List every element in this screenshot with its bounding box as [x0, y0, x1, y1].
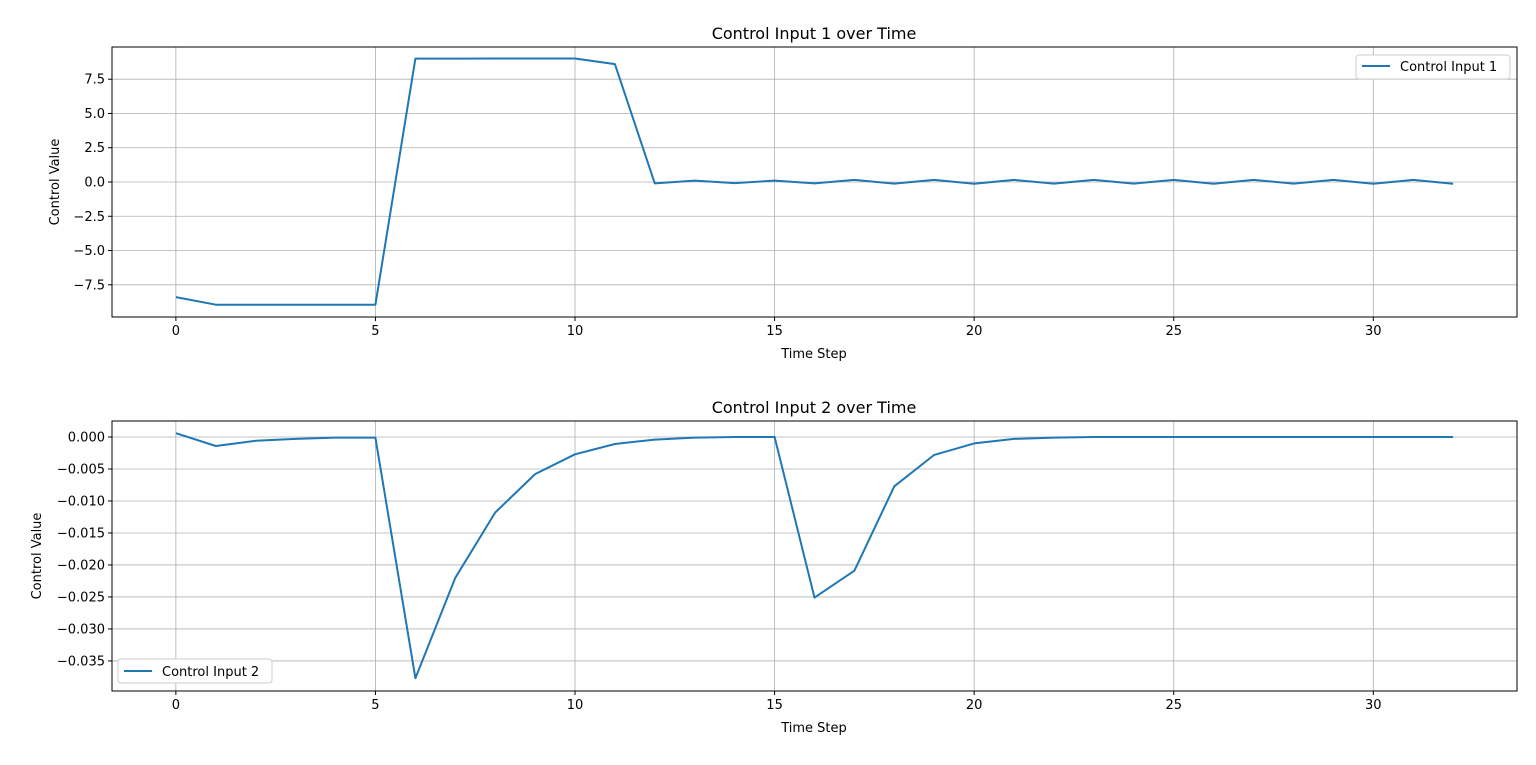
chart-2-y-tick-label: −0.035: [57, 654, 105, 669]
chart-1-y-tick-label: 2.5: [84, 141, 105, 156]
chart-1-x-tick-label: 20: [966, 324, 983, 339]
chart-2-line-layer: [175, 432, 1454, 680]
chart-1-y-tick-label: −5.0: [73, 244, 105, 259]
chart-1-y-ticks: −7.5 −5.0 −2.5 0.0 2.5 5.0 7.5: [73, 73, 112, 293]
chart-2-x-tick-label: 30: [1365, 698, 1382, 713]
chart-2-x-tick-label: 15: [766, 698, 783, 713]
chart-control-input-1: Control Input 1 over Time 0 5 10 15 20 25 30 −…: [48, 24, 1518, 362]
chart-2-plot-frame: [111, 420, 1518, 692]
chart-1-x-ticks: 0 5 10 15 20 25 30: [172, 317, 1382, 339]
chart-1-x-tick-label: 30: [1365, 324, 1382, 339]
chart-2-y-tick-label: −0.020: [57, 558, 105, 573]
chart-1-legend: Control Input 1: [1355, 54, 1511, 80]
chart-2-grid: [112, 421, 1517, 691]
chart-2-x-axis-label: Time Step: [780, 721, 847, 736]
chart-2-y-axis-label: Control Value: [30, 513, 45, 600]
chart-1-y-tick-label: 5.0: [84, 107, 105, 122]
chart-1-x-tick-label: 0: [172, 324, 180, 339]
chart-2-x-tick-label: 5: [371, 698, 379, 713]
chart-1-x-tick-label: 15: [766, 324, 783, 339]
chart-1-legend-label: Control Input 1: [1400, 60, 1497, 75]
chart-2-x-tick-label: 20: [966, 698, 983, 713]
chart-2-y-tick-label: −0.025: [57, 590, 105, 605]
chart-1-y-tick-label: −7.5: [73, 278, 105, 293]
chart-1-y-tick-label: −2.5: [73, 210, 105, 225]
chart-2-y-tick-label: −0.015: [57, 526, 105, 541]
chart-1-x-tick-label: 25: [1165, 324, 1182, 339]
chart-2-x-tick-label: 25: [1165, 698, 1182, 713]
chart-1-title: Control Input 1 over Time: [712, 24, 917, 43]
chart-2-x-tick-label: 0: [172, 698, 180, 713]
chart-2-y-tick-label: −0.010: [57, 494, 105, 509]
chart-2-legend-label: Control Input 2: [162, 665, 259, 680]
chart-1-x-tick-label: 10: [567, 324, 584, 339]
chart-1-legend-box: [1355, 54, 1511, 80]
chart-2-y-tick-label: −0.030: [57, 622, 105, 637]
chart-2-series-line: [175, 432, 1454, 680]
chart-control-input-2: Control Input 2 over Time 0 5 10 15 20 25 30 −…: [30, 398, 1518, 736]
chart-2-y-tick-label: 0.000: [68, 430, 105, 445]
chart-2-y-tick-label: −0.005: [57, 462, 105, 477]
chart-2-legend-box: [117, 658, 273, 684]
chart-1-series-line: [175, 57, 1454, 306]
chart-1-y-tick-label: 7.5: [84, 73, 105, 88]
chart-2-x-tick-label: 10: [567, 698, 584, 713]
chart-1-y-axis-label: Control Value: [48, 139, 63, 226]
chart-2-title: Control Input 2 over Time: [712, 398, 917, 417]
chart-1-x-tick-label: 5: [371, 324, 379, 339]
chart-1-line-layer: [175, 57, 1454, 306]
chart-1-x-axis-label: Time Step: [780, 347, 847, 362]
chart-1-y-tick-label: 0.0: [84, 176, 105, 191]
chart-2-legend: Control Input 2: [117, 658, 273, 684]
chart-2-x-ticks: 0 5 10 15 20 25 30: [172, 691, 1382, 713]
chart-2-y-ticks: −0.035 −0.030 −0.025 −0.020 −0.015 −0.010 −0.0…: [57, 430, 112, 669]
